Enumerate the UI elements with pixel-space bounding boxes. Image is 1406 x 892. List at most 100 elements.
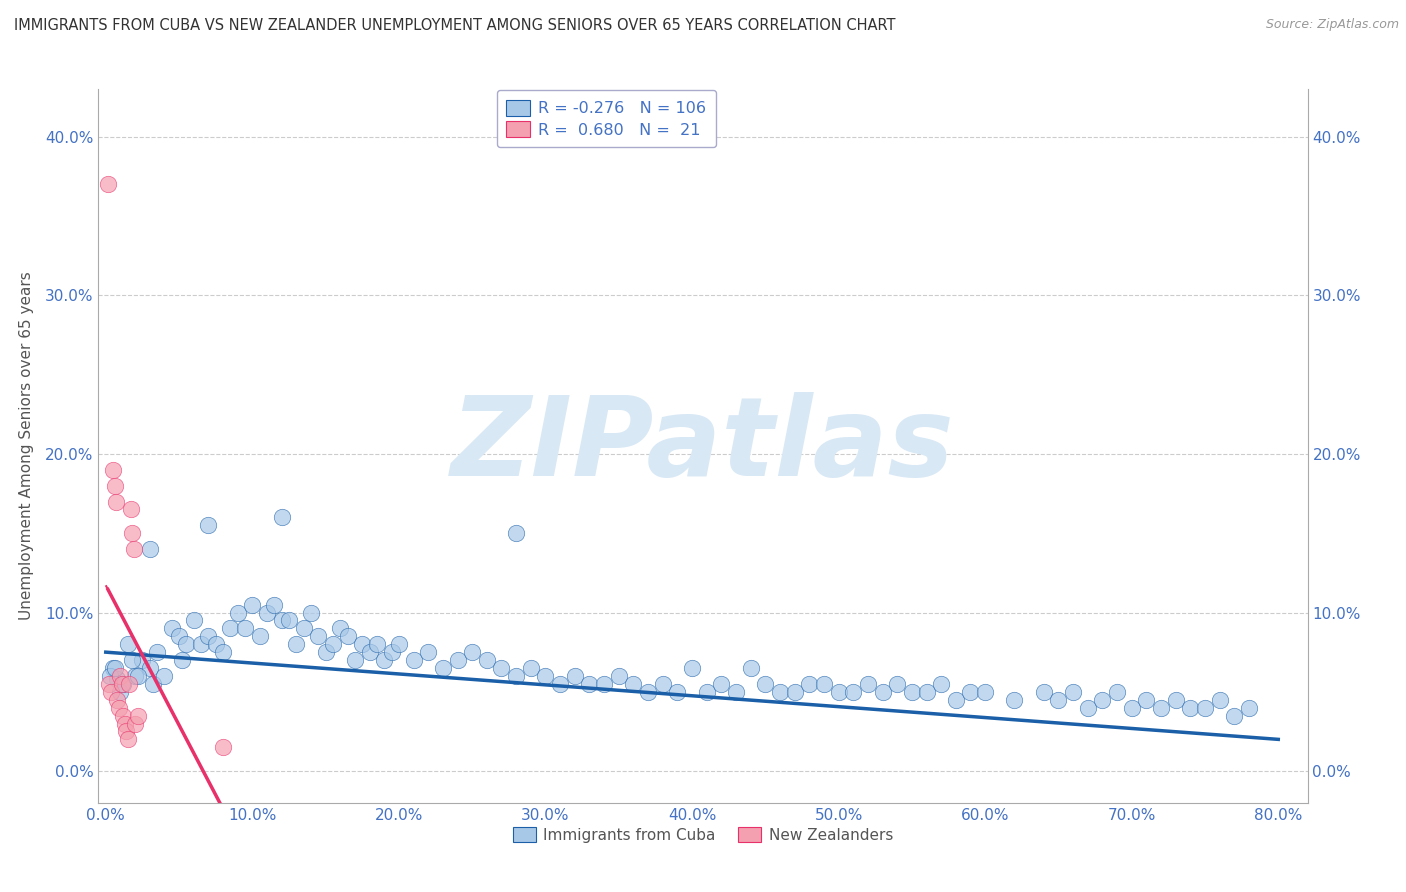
Point	[114, 716, 136, 731]
Point	[842, 685, 865, 699]
Point	[176, 637, 198, 651]
Point	[105, 494, 128, 508]
Point	[1077, 700, 1099, 714]
Point	[886, 677, 908, 691]
Point	[710, 677, 733, 691]
Point	[343, 653, 366, 667]
Point	[98, 669, 121, 683]
Point	[146, 645, 169, 659]
Point	[101, 463, 124, 477]
Point	[872, 685, 894, 699]
Point	[111, 677, 134, 691]
Point	[204, 637, 226, 651]
Point	[783, 685, 806, 699]
Point	[233, 621, 256, 635]
Point	[108, 700, 131, 714]
Y-axis label: Unemployment Among Seniors over 65 years: Unemployment Among Seniors over 65 years	[18, 272, 34, 620]
Point	[1091, 692, 1114, 706]
Point	[696, 685, 718, 699]
Point	[564, 669, 586, 683]
Point	[754, 677, 776, 691]
Point	[651, 677, 673, 691]
Point	[249, 629, 271, 643]
Point	[681, 661, 703, 675]
Point	[107, 692, 129, 706]
Point	[813, 677, 835, 691]
Point	[1180, 700, 1202, 714]
Point	[122, 542, 145, 557]
Point	[131, 653, 153, 667]
Point	[278, 614, 301, 628]
Point	[740, 661, 762, 675]
Point	[127, 669, 149, 683]
Point	[256, 606, 278, 620]
Point	[1164, 692, 1187, 706]
Point	[240, 598, 263, 612]
Point	[307, 629, 329, 643]
Point	[1194, 700, 1216, 714]
Point	[666, 685, 689, 699]
Point	[491, 661, 513, 675]
Point	[945, 692, 967, 706]
Point	[103, 661, 125, 675]
Point	[117, 637, 139, 651]
Point	[292, 621, 315, 635]
Point	[769, 685, 792, 699]
Legend: Immigrants from Cuba, New Zealanders: Immigrants from Cuba, New Zealanders	[506, 821, 900, 848]
Point	[115, 724, 138, 739]
Point	[380, 645, 402, 659]
Point	[1047, 692, 1070, 706]
Point	[121, 653, 143, 667]
Point	[929, 677, 952, 691]
Point	[270, 510, 292, 524]
Point	[170, 653, 193, 667]
Point	[724, 685, 747, 699]
Point	[1105, 685, 1128, 699]
Point	[373, 653, 395, 667]
Point	[117, 732, 139, 747]
Text: IMMIGRANTS FROM CUBA VS NEW ZEALANDER UNEMPLOYMENT AMONG SENIORS OVER 65 YEARS C: IMMIGRANTS FROM CUBA VS NEW ZEALANDER UN…	[14, 18, 896, 33]
Point	[1062, 685, 1084, 699]
Point	[160, 621, 183, 635]
Point	[446, 653, 468, 667]
Point	[505, 526, 527, 541]
Point	[285, 637, 308, 651]
Point	[578, 677, 600, 691]
Point	[1208, 692, 1230, 706]
Point	[388, 637, 411, 651]
Point	[153, 669, 176, 683]
Point	[226, 606, 249, 620]
Point	[219, 621, 242, 635]
Point	[100, 685, 122, 699]
Point	[270, 614, 292, 628]
Text: Source: ZipAtlas.com: Source: ZipAtlas.com	[1265, 18, 1399, 31]
Point	[418, 645, 440, 659]
Point	[167, 629, 190, 643]
Point	[621, 677, 644, 691]
Point	[329, 621, 352, 635]
Point	[366, 637, 388, 651]
Point	[138, 542, 160, 557]
Point	[142, 677, 165, 691]
Point	[475, 653, 498, 667]
Point	[607, 669, 630, 683]
Point	[124, 669, 146, 683]
Point	[359, 645, 381, 659]
Point	[98, 677, 121, 691]
Point	[197, 629, 219, 643]
Point	[118, 677, 141, 691]
Point	[915, 685, 938, 699]
Point	[212, 645, 235, 659]
Text: ZIPatlas: ZIPatlas	[451, 392, 955, 500]
Point	[103, 478, 125, 492]
Point	[1237, 700, 1260, 714]
Point	[1150, 700, 1173, 714]
Point	[138, 661, 160, 675]
Point	[901, 685, 924, 699]
Point	[461, 645, 484, 659]
Point	[534, 669, 557, 683]
Point	[1004, 692, 1026, 706]
Point	[124, 716, 146, 731]
Point	[352, 637, 374, 651]
Point	[263, 598, 285, 612]
